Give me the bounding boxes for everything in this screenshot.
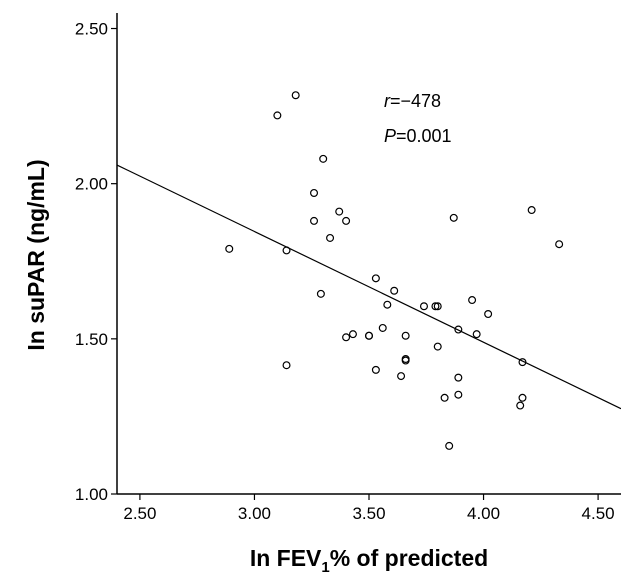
y-axis-title: In suPAR (ng/mL) [23,159,49,350]
data-point [282,361,291,370]
data-point [319,154,328,163]
x-tick-label: 2.50 [123,504,156,523]
data-point [433,302,442,311]
data-point [419,302,428,311]
data-point [454,390,463,399]
y-tick-label: 1.50 [75,330,108,349]
data-point [335,207,344,216]
data-point [484,310,493,319]
data-point [454,325,463,334]
data-point [516,401,525,410]
data-point [518,393,527,402]
data-point [527,206,536,215]
x-tick-label: 4.00 [467,504,500,523]
x-tick-label: 3.50 [352,504,385,523]
data-point [365,331,374,340]
x-axis-title: In FEV1% of predicted [250,545,488,576]
x-axis-title-prefix: In FEV [250,545,322,571]
data-point [397,372,406,381]
y-tick-label: 2.50 [75,20,108,39]
data-point [433,342,442,351]
x-tick-label: 4.50 [582,504,615,523]
data-point [342,216,351,225]
annotation-p: P=0.001 [384,126,452,146]
annotation-r-symbol: r [384,91,391,111]
data-point [371,365,380,374]
data-point [342,333,351,342]
data-point [518,358,527,367]
data-point [383,300,392,309]
data-point [371,274,380,283]
regression-line-layer [116,164,621,410]
data-point [401,331,410,340]
data-point [454,373,463,382]
data-point [449,213,458,222]
data-point [445,441,454,450]
axes: 2.50 3.00 3.50 4.00 4.50 1.00 1.50 2.00 2.50 [75,13,621,523]
annotation-r: r=−478 [384,91,441,111]
data-point [431,302,440,311]
data-point [378,323,387,332]
data-point [310,216,319,225]
data-points [225,91,564,450]
data-point [440,393,449,402]
y-tick-label: 2.00 [75,175,108,194]
annotation-p-value: =0.001 [396,126,452,146]
data-point [468,296,477,305]
x-tick-label: 3.00 [238,504,271,523]
data-point [472,330,481,339]
regression-line [116,164,621,410]
x-axis-title-suffix: % of predicted [330,545,488,571]
annotation-p-symbol: P [384,126,396,146]
data-point [310,188,319,197]
data-point [225,244,234,253]
annotation-r-value: =−478 [390,91,441,111]
data-point [555,240,564,249]
data-point [316,289,325,298]
data-point [273,111,282,120]
x-axis-title-subscript: 1 [321,559,329,576]
data-point [326,233,335,242]
data-point [390,286,399,295]
y-tick-label: 1.00 [75,485,108,504]
data-point [282,246,291,255]
data-point [348,330,357,339]
data-point [401,355,410,364]
data-point [291,91,300,100]
